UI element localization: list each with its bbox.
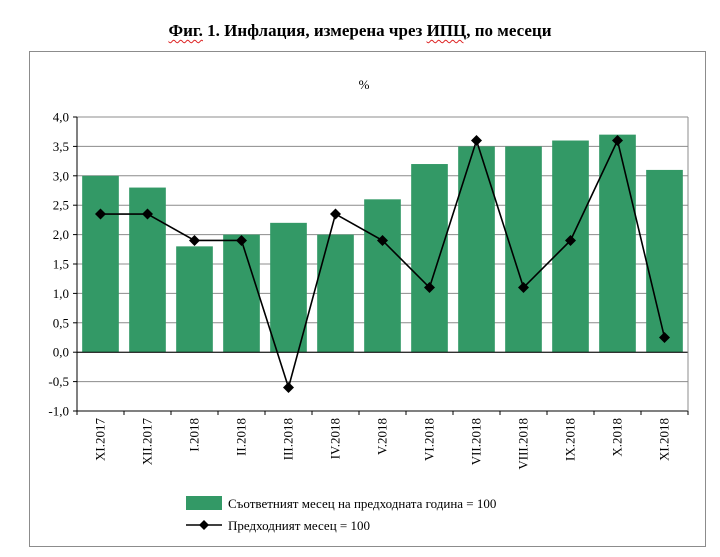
y-tick-label: 2,5 xyxy=(53,198,69,213)
x-tick-label: IV.2018 xyxy=(328,418,343,459)
x-tick-label: XII.2017 xyxy=(140,418,155,466)
y-tick-label: 3,5 xyxy=(53,139,69,154)
line-marker xyxy=(236,234,247,246)
title-main: 1. Инфлация, измерена чрез xyxy=(202,21,427,40)
bar xyxy=(552,140,589,353)
line-marker xyxy=(95,208,106,220)
line-marker xyxy=(189,234,200,246)
bar xyxy=(82,175,119,353)
y-tick-label: 2,0 xyxy=(53,227,69,242)
x-tick-label: III.2018 xyxy=(281,418,296,460)
line-marker xyxy=(283,381,294,393)
title-suffix: , по месеци xyxy=(466,21,552,40)
line-marker xyxy=(659,332,670,343)
line-marker xyxy=(565,234,576,246)
bar xyxy=(599,134,636,353)
y-axis-label: % xyxy=(359,77,370,92)
x-tick-label: VII.2018 xyxy=(469,418,484,465)
chart-frame xyxy=(29,51,706,547)
legend-bar-label: Съответният месец на предходната година … xyxy=(228,496,496,511)
bar xyxy=(270,222,307,353)
x-tick-label: II.2018 xyxy=(234,418,249,456)
x-tick-label: XI.2018 xyxy=(657,418,672,461)
legend-line-label: Предходният месец = 100 xyxy=(228,518,370,533)
x-tick-label: XI.2017 xyxy=(93,418,108,461)
bar xyxy=(364,199,401,353)
y-tick-label: 0,0 xyxy=(53,345,69,360)
title-prefix: Фиг. xyxy=(168,21,203,40)
legend-line-marker xyxy=(199,520,209,530)
bar xyxy=(176,246,213,353)
y-tick-label: 1,0 xyxy=(53,286,69,301)
x-tick-label: VIII.2018 xyxy=(516,418,531,470)
legend-bar-swatch xyxy=(186,496,222,510)
bar xyxy=(317,234,354,353)
x-tick-label: V.2018 xyxy=(375,418,390,455)
line-marker xyxy=(424,282,435,294)
bar xyxy=(223,234,260,353)
line-marker xyxy=(612,135,623,147)
y-tick-label: 1,5 xyxy=(53,257,69,272)
bar xyxy=(646,169,683,353)
x-tick-label: I.2018 xyxy=(187,418,202,452)
line-marker xyxy=(142,208,153,220)
title-acronym: ИПЦ xyxy=(426,21,467,40)
bar xyxy=(458,146,495,353)
y-tick-label: -0,5 xyxy=(48,374,69,389)
line-marker xyxy=(377,234,388,246)
bar xyxy=(411,164,448,353)
y-tick-label: 4,0 xyxy=(53,110,69,125)
x-tick-label: IX.2018 xyxy=(563,418,578,461)
y-tick-label: 0,5 xyxy=(53,315,69,330)
x-tick-label: VI.2018 xyxy=(422,418,437,461)
x-tick-label: X.2018 xyxy=(610,418,625,457)
line-marker xyxy=(330,208,341,220)
y-tick-label: 3,0 xyxy=(53,168,69,183)
line-marker xyxy=(471,135,482,147)
y-tick-label: -1,0 xyxy=(48,404,69,419)
line-marker xyxy=(518,282,529,294)
chart-title: Фиг. 1. Инфлация, измерена чрез ИПЦ, по … xyxy=(0,21,720,41)
